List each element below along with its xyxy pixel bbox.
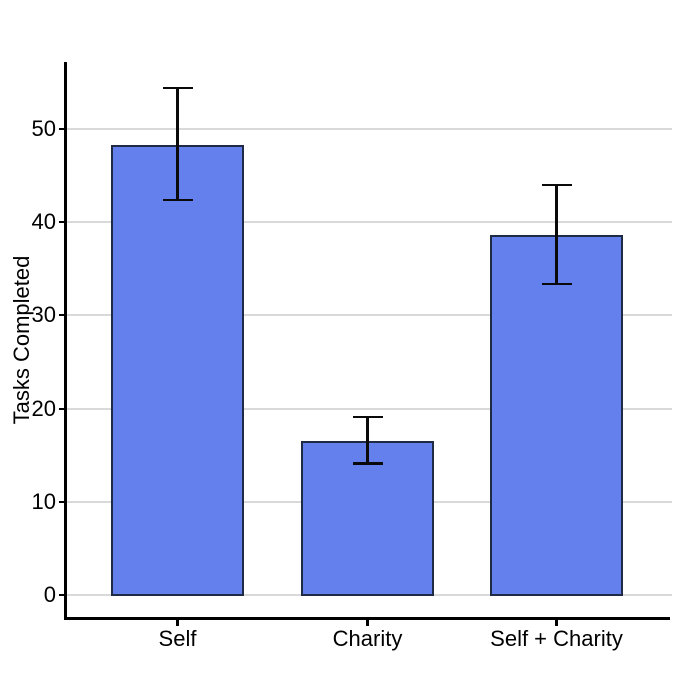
x-tick-label: Self + Charity: [490, 626, 623, 651]
error-bar-cap-top: [541, 183, 572, 187]
x-axis-tick: [176, 620, 179, 626]
error-bar-cap-top: [162, 86, 193, 90]
x-axis-line: [64, 617, 670, 620]
gridline-y-30: [66, 314, 672, 317]
y-axis-line: [64, 62, 67, 620]
x-tick-label: Charity: [332, 626, 403, 651]
gridline-y-50: [66, 128, 672, 131]
error-bar-stem: [176, 88, 179, 200]
y-tick-label: 10: [31, 488, 56, 514]
error-bar-cap-top: [352, 415, 383, 419]
gridline-y-40: [66, 221, 672, 224]
x-axis-tick: [555, 620, 558, 626]
y-axis-tick: [59, 407, 66, 410]
error-bar-stem: [555, 185, 558, 284]
y-tick-label: 50: [31, 116, 56, 142]
y-axis-tick: [59, 128, 66, 131]
error-bar-cap-bottom: [162, 198, 193, 202]
bar-charity: [301, 441, 434, 596]
error-bar-cap-bottom: [352, 462, 383, 465]
gridline-y-20: [66, 407, 672, 410]
bar-self: [111, 144, 244, 596]
x-axis-tick: [366, 620, 369, 626]
x-tick-label: Self: [158, 626, 197, 651]
y-tick-label: 0: [43, 582, 56, 607]
y-axis-tick: [59, 221, 66, 224]
y-tick-label: 20: [31, 395, 56, 421]
error-bar-stem: [366, 417, 369, 464]
y-tick-label: 40: [31, 209, 56, 235]
y-axis-tick: [59, 500, 66, 503]
error-bar-cap-bottom: [541, 282, 572, 286]
bar-self-charity: [490, 235, 623, 596]
y-axis-tick: [59, 594, 66, 596]
y-tick-label: 30: [31, 302, 56, 328]
y-axis-tick: [59, 314, 66, 317]
